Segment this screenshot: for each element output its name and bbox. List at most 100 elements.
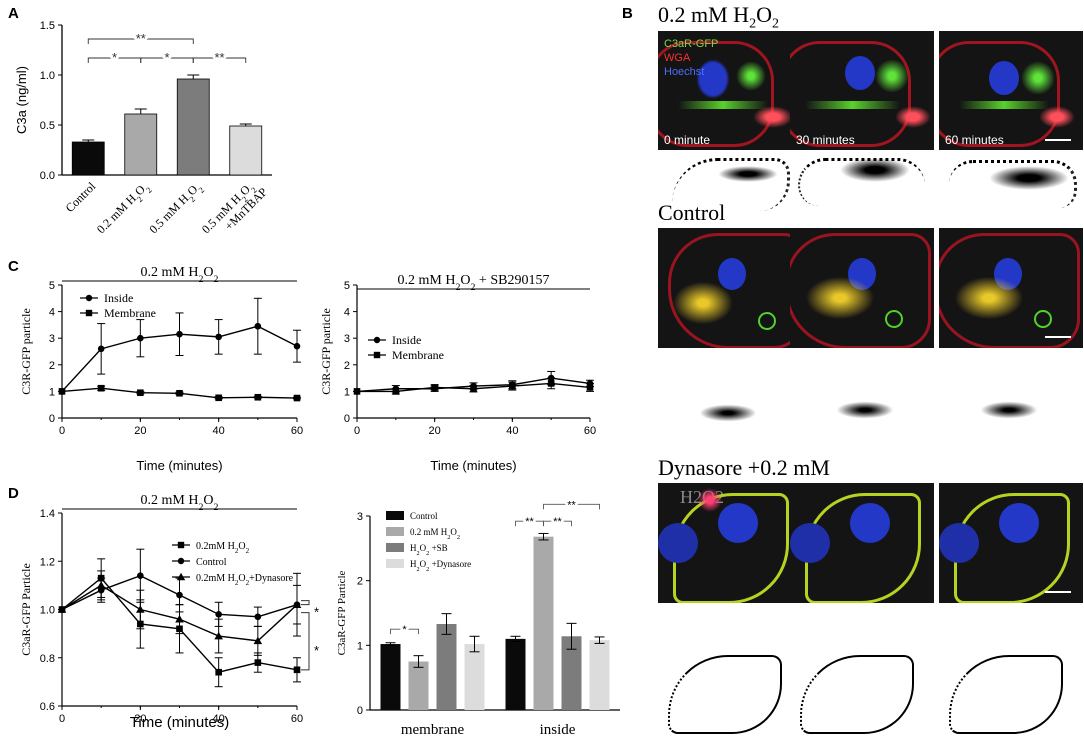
scale-bar [1045, 336, 1071, 338]
a-bar [176, 78, 210, 176]
c2-xtick-label: 0 [354, 425, 360, 437]
d1-ytick-label: 1.4 [40, 508, 55, 520]
dynasore-cell-60min [939, 483, 1083, 603]
c1-data-point [176, 389, 183, 397]
c1-data-point [215, 394, 222, 402]
h2o2-mask-0 [658, 150, 802, 216]
time-label-60: 60 minutes [945, 133, 1004, 147]
c2-xtick-label: 40 [506, 425, 518, 437]
c2-ytick-label: 1 [344, 386, 350, 398]
a-category-label-group: 0.5 mM H2O2 [146, 182, 206, 236]
panel-b-microscopy: 0.2 mM H2O2 C3aR-GFP WGA Hoechst 0 minut… [640, 0, 1084, 743]
d2-significance-label: ** [525, 516, 534, 528]
d2-legend-label: H2O2 +SB [410, 543, 448, 557]
panel-letter-a: A [8, 5, 19, 22]
h2o2-cell-0min: C3aR-GFP WGA Hoechst 0 minute [658, 31, 802, 151]
d2-ytick-label: 2 [357, 576, 363, 588]
d2-legend-label: Control [410, 511, 438, 521]
h2o2-cell-60min: 60 minutes [939, 31, 1083, 151]
d1-data-point [136, 605, 145, 613]
c1-title: 0.2 mM H2O2 [141, 265, 219, 285]
d1-ytick-label: 1.2 [40, 556, 55, 568]
control-cell-0min [658, 228, 802, 348]
h2o2-cell-30min: 30 minutes [790, 31, 934, 151]
d1-data-point [215, 668, 222, 676]
c2-data-point [586, 384, 594, 391]
d2-category-label: membrane [401, 722, 465, 738]
d2-legend-swatch [386, 543, 404, 552]
d2-legend-swatch [386, 559, 404, 568]
d1-data-point [254, 659, 262, 666]
d2-bar [464, 644, 485, 710]
c1-data-point [215, 333, 222, 341]
d2-significance-label: ** [567, 499, 576, 511]
c2-data-point [470, 385, 477, 393]
time-label-0: 0 minute [664, 133, 711, 147]
a-significance-label: * [112, 50, 117, 65]
d2-bar [533, 536, 554, 710]
c2-ytick-label: 3 [344, 333, 350, 345]
d1-legend-marker [177, 541, 185, 549]
c1-data-point [254, 393, 262, 401]
c1-legend-marker [85, 294, 93, 302]
d1-data-point [293, 666, 301, 674]
control-mask-30 [790, 380, 934, 446]
c2-ytick-label: 5 [344, 280, 350, 292]
legend-c3ar-gfp: C3aR-GFP [664, 38, 719, 50]
a-category-label-group: 0.5 mM H2O2+MnTBAP [199, 182, 270, 236]
h2o2-mask-30 [790, 150, 934, 216]
d2-bar [408, 661, 429, 710]
c1-xtick-label: 0 [59, 425, 65, 437]
c1-data-point [58, 388, 66, 395]
panel-letter-c: C [8, 258, 19, 275]
dynasore-mask-0 [658, 645, 802, 737]
c1-data-point [137, 334, 144, 342]
c1-data-point [176, 330, 183, 338]
d1-data-point [96, 581, 106, 589]
c1-xtick-label: 60 [291, 425, 303, 437]
legend-wga: WGA [664, 52, 691, 64]
d1-significance-bracket [301, 612, 310, 671]
d1-ytick-label: 0.6 [40, 701, 55, 713]
d1-legend-label: 0.2mM H2O2+Dynasore [196, 573, 294, 587]
d1-significance-label: * [314, 643, 319, 658]
a-category-label-group: 0.2 mM H2O2 [94, 179, 154, 239]
c2-title: 0.2 mM H2O2 + SB290157 [398, 273, 550, 293]
a-significance-bracket [192, 57, 247, 63]
c1-ytick-label: 3 [49, 333, 55, 345]
c2-legend-marker [373, 336, 381, 344]
d2-bar [589, 640, 610, 710]
charts-canvas: 0.0 0.5 1.0 1.5 C3a (ng/ml) Control 0.2 mM H2O… [14, 20, 620, 738]
a-ytick-label: 0.0 [40, 170, 55, 182]
a-ytick-label: 1.5 [40, 20, 55, 32]
c1-ylabel: C3R-GFP particle [19, 308, 33, 395]
legend-hoechst: Hoechst [664, 66, 705, 78]
d1-legend-label: Control [196, 557, 227, 568]
c1-ytick-label: 2 [49, 360, 55, 372]
c2-data-point [392, 388, 400, 395]
c2-data-point [353, 388, 361, 395]
d1-legend-label: 0.2mM H2O2 [196, 541, 250, 555]
d2-bar [436, 623, 457, 710]
a-bar [229, 125, 263, 176]
a-significance-label: ** [214, 50, 224, 65]
d2-ytick-label: 0 [357, 705, 363, 717]
c2-legend-label: Inside [392, 333, 421, 347]
c1-data-point [137, 389, 144, 397]
d1-legend-marker [177, 557, 185, 565]
d1-data-point [176, 591, 183, 599]
c1-legend-label: Inside [104, 291, 133, 305]
d1-title: 0.2 mM H2O2 [141, 493, 219, 513]
d2-legend-swatch [386, 527, 404, 536]
time-label-30: 30 minutes [796, 133, 855, 147]
a-category-label: 0.2 mM H2O2 [94, 179, 154, 239]
d1-ytick-label: 1.0 [40, 605, 55, 617]
dynasore-cell-0min: H2O2 [658, 483, 802, 603]
a-ytick-label: 0.5 [40, 120, 55, 132]
c1-xlabel: Time (minutes) [136, 458, 222, 473]
a-ylabel: C3a (ng/ml) [14, 66, 29, 134]
d2-bar [380, 644, 401, 710]
c2-ytick-label: 4 [344, 307, 350, 319]
c1-xtick-label: 20 [134, 425, 146, 437]
d1-data-point [137, 572, 144, 580]
